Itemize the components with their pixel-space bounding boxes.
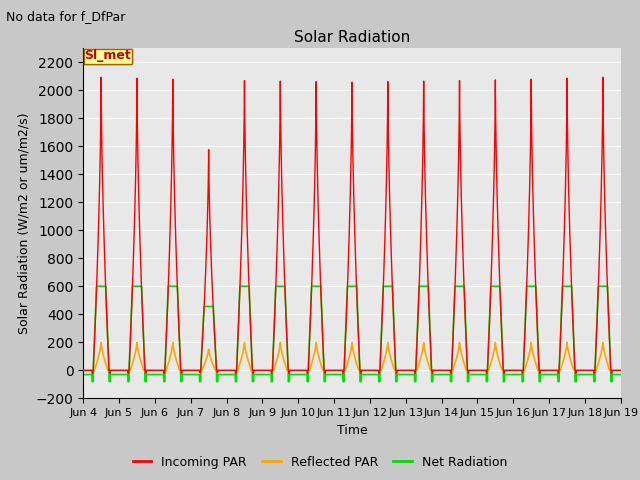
Legend:  xyxy=(84,48,132,63)
Y-axis label: Solar Radiation (W/m2 or um/m2/s): Solar Radiation (W/m2 or um/m2/s) xyxy=(17,112,30,334)
Title: Solar Radiation: Solar Radiation xyxy=(294,30,410,46)
Legend: Incoming PAR, Reflected PAR, Net Radiation: Incoming PAR, Reflected PAR, Net Radiati… xyxy=(128,451,512,474)
Text: No data for f_DfPar: No data for f_DfPar xyxy=(6,10,126,23)
X-axis label: Time: Time xyxy=(337,424,367,437)
